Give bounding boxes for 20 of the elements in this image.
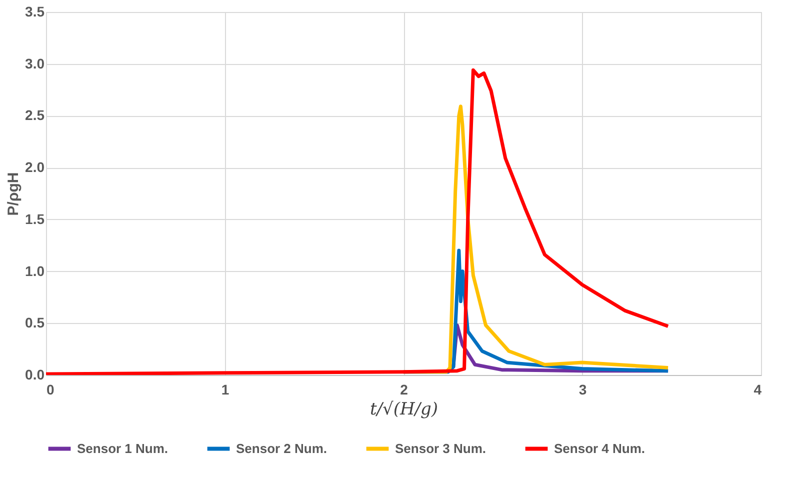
y-tick-label: 2.5 — [25, 107, 45, 124]
y-tick-label: 0.5 — [25, 314, 45, 331]
y-tick-label: 0.0 — [25, 366, 45, 382]
legend-label: Sensor 1 Num. — [77, 440, 168, 456]
line-series — [46, 68, 670, 375]
y-tick-label: 1.0 — [25, 262, 45, 279]
y-tick-label: 1.5 — [25, 210, 45, 227]
x-tick-label: 2 — [400, 382, 408, 398]
legend-label: Sensor 3 Num. — [395, 440, 486, 456]
x-axis-title: t/√(H/g) — [370, 400, 438, 420]
x-tick-label: 4 — [754, 382, 762, 398]
x-tick-label: 1 — [221, 382, 230, 398]
y-tick-label: 3.5 — [25, 4, 45, 20]
x-tick-label: 0 — [46, 382, 54, 398]
x-tick-label: 3 — [578, 382, 587, 398]
y-axis-title: P/ρgH — [5, 172, 22, 216]
legend-label: Sensor 2 Num. — [236, 440, 328, 456]
y-tick-label: 2.0 — [25, 159, 45, 176]
y-tick-label: 3.0 — [25, 55, 45, 72]
legend-label: Sensor 4 Num. — [554, 440, 646, 456]
